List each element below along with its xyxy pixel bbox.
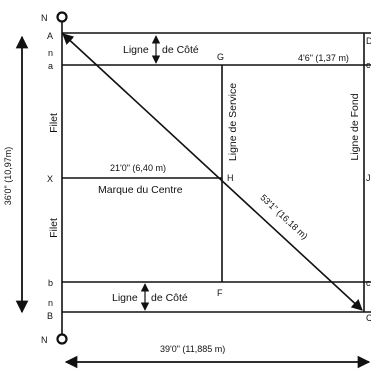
corner-label-c: C: [366, 313, 371, 323]
baseline-label: Ligne de Fond: [349, 93, 361, 160]
pole-label-bottom: N: [41, 335, 48, 345]
mark-b: b: [48, 278, 53, 288]
net-label-lower: Filet: [48, 218, 60, 238]
corner-label-d: D: [366, 36, 371, 46]
service-width-dimension: 21'0" (6,40 m): [110, 163, 166, 173]
mark-x: X: [47, 174, 53, 184]
pole-icon: [56, 333, 68, 345]
sideline-label-top-ligne: Ligne: [123, 44, 149, 56]
corner-label-b: B: [47, 311, 53, 321]
sideline-label-top-decote: de Côté: [162, 44, 199, 56]
mark-j: J: [366, 173, 371, 183]
corner-label-a-upper: A: [47, 31, 53, 41]
center-mark-label: Marque du Centre: [98, 184, 183, 196]
net-label-upper: Filet: [48, 113, 60, 133]
mark-n-bottom: n: [48, 298, 53, 308]
height-dimension: 36'0" (10,97m): [3, 147, 13, 205]
point-f: F: [217, 288, 223, 298]
alley-dimension: 4'6" (1,37 m): [298, 53, 349, 63]
pole-label-top: N: [41, 13, 48, 23]
mark-c-top: c: [366, 60, 371, 70]
mark-n-top: n: [48, 48, 53, 58]
sideline-label-bottom-decote: de Côté: [151, 292, 188, 304]
mark-a: a: [48, 61, 53, 71]
sideline-label-bottom-ligne: Ligne: [112, 292, 138, 304]
service-line-label: Ligne de Service: [227, 83, 239, 161]
mark-c-bottom: c: [366, 278, 371, 288]
point-h: H: [227, 173, 234, 183]
point-g: G: [217, 52, 224, 62]
width-dimension: 39'0" (11,885 m): [160, 344, 225, 354]
pole-icon: [56, 11, 68, 23]
diagonal-dimension: 53'1" (16,18 m): [258, 192, 309, 241]
diagonal-arrow: [62, 33, 363, 311]
